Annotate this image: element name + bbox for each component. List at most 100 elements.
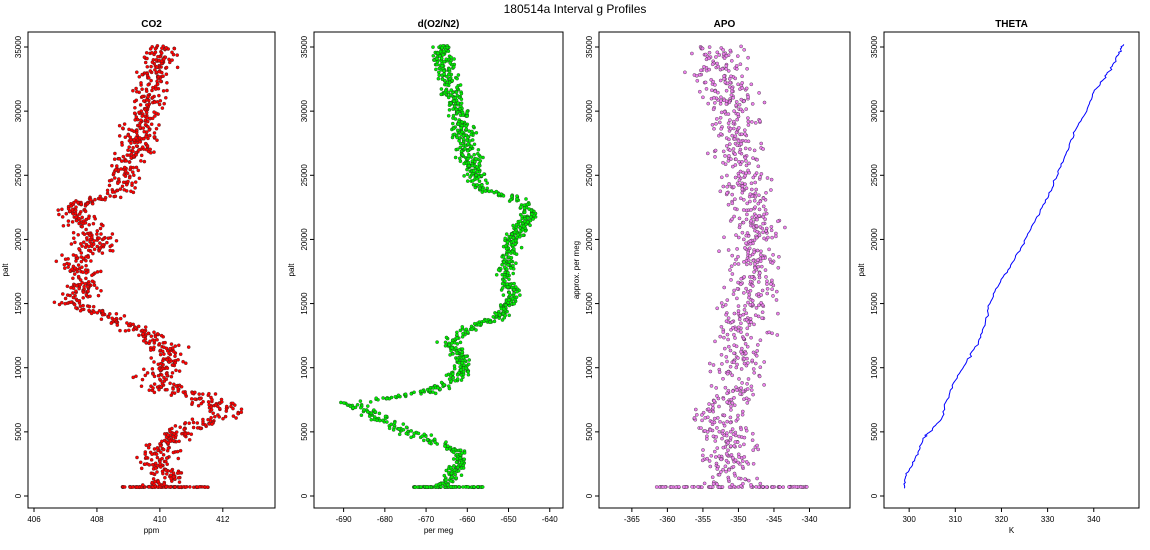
data-point: [731, 147, 736, 151]
data-point: [732, 137, 737, 141]
data-point: [145, 144, 150, 148]
data-point: [724, 54, 729, 58]
data-point: [141, 483, 145, 487]
data-point: [718, 189, 723, 194]
data-point: [91, 251, 95, 256]
data-point: [161, 74, 165, 78]
data-point: [213, 392, 218, 396]
data-point: [163, 340, 167, 345]
data-point: [719, 301, 724, 305]
data-point: [84, 271, 88, 275]
data-point: [465, 149, 470, 153]
data-point: [187, 421, 191, 425]
data-point: [728, 118, 732, 122]
data-point: [751, 284, 755, 288]
panel-frame: [883, 31, 1140, 509]
data-point: [108, 194, 112, 198]
data-point: [770, 485, 775, 489]
data-point: [455, 76, 459, 81]
data-point: [145, 103, 149, 107]
data-point: [774, 231, 778, 236]
data-point: [732, 288, 736, 293]
data-point: [519, 205, 523, 209]
data-point: [165, 462, 169, 466]
data-point: [190, 400, 195, 405]
data-point: [155, 470, 159, 474]
data-point: [455, 336, 459, 340]
data-point: [744, 428, 749, 433]
data-point: [182, 427, 186, 432]
data-point: [787, 485, 791, 489]
data-point: [751, 258, 756, 263]
data-point: [201, 417, 205, 422]
data-point: [221, 416, 225, 421]
data-point: [511, 235, 516, 240]
data-point: [740, 412, 745, 417]
y-tick-label: 35000: [870, 35, 879, 58]
data-point: [729, 93, 734, 97]
data-point: [739, 367, 744, 371]
data-point: [161, 89, 166, 93]
x-tick-label: -355: [695, 515, 712, 524]
data-point: [63, 266, 67, 270]
data-point: [442, 383, 446, 387]
data-point: [152, 338, 157, 343]
data-point: [741, 208, 746, 212]
data-point: [72, 302, 77, 307]
data-point: [750, 438, 755, 442]
data-point: [464, 354, 468, 359]
data-point: [384, 396, 389, 401]
data-point: [739, 427, 743, 432]
data-point: [737, 216, 742, 221]
data-point: [158, 462, 162, 467]
data-point: [95, 229, 100, 233]
data-point: [458, 83, 463, 87]
data-point: [756, 164, 761, 169]
data-point: [723, 346, 727, 351]
data-point: [750, 102, 755, 106]
data-point: [742, 237, 746, 242]
data-point: [195, 421, 200, 425]
data-point: [452, 468, 457, 472]
x-tick-label: -680: [377, 515, 394, 524]
y-tick-label: 10000: [870, 356, 879, 379]
data-point: [74, 259, 78, 263]
data-point: [752, 322, 756, 327]
data-point: [146, 445, 151, 450]
y-tick-label: 15000: [585, 292, 594, 315]
data-point: [721, 52, 726, 56]
data-point: [761, 221, 765, 226]
data-point: [464, 366, 468, 371]
data-point: [726, 112, 731, 116]
y-tick-label: 25000: [300, 164, 309, 187]
data-point: [136, 324, 141, 329]
data-point: [355, 403, 360, 407]
data-point: [514, 261, 518, 265]
data-point: [458, 448, 463, 452]
data-point: [735, 117, 739, 122]
data-point: [736, 112, 740, 116]
data-point: [420, 389, 425, 393]
data-point: [206, 417, 210, 422]
data-point: [173, 424, 178, 428]
data-point: [769, 188, 773, 192]
y-tick-label: 0: [300, 493, 309, 498]
data-point: [731, 326, 735, 330]
data-point: [158, 377, 162, 382]
data-point: [100, 309, 105, 313]
data-point: [701, 453, 705, 458]
data-point: [387, 426, 392, 431]
data-point: [117, 157, 121, 161]
data-point: [85, 284, 90, 289]
data-point: [170, 363, 175, 367]
data-point: [758, 481, 763, 486]
data-point: [727, 154, 731, 158]
data-point: [729, 408, 733, 412]
data-point: [471, 179, 475, 183]
data-point: [425, 485, 429, 489]
data-point: [755, 476, 759, 481]
data-point: [90, 201, 95, 206]
data-point: [141, 339, 146, 343]
data-point: [165, 81, 169, 85]
data-point: [715, 306, 719, 311]
